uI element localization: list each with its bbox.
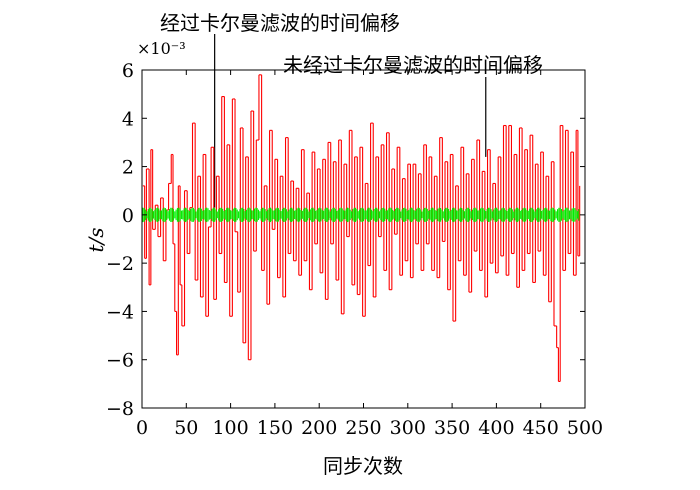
y-tick-label: −4 <box>106 301 134 323</box>
x-tick-label: 200 <box>301 417 337 439</box>
y-tick-label: 4 <box>122 108 134 130</box>
annotation-layer: 经过卡尔曼滤波的时间偏移 未经过卡尔曼滤波的时间偏移 <box>160 11 543 208</box>
x-tick-label: 350 <box>434 417 470 439</box>
x-axis-title: 同步次数 <box>323 454 403 478</box>
x-tick-label: 300 <box>390 417 426 439</box>
x-tick-label: 500 <box>567 417 603 439</box>
x-tick-label: 400 <box>478 417 514 439</box>
y-tick-label: 0 <box>122 205 134 227</box>
x-tick-label: 450 <box>523 417 559 439</box>
y-tick-label: 2 <box>122 157 134 179</box>
series-unfiltered <box>142 74 581 382</box>
y-axis: −8 −6 −4 −2 0 2 4 6 <box>106 60 585 420</box>
series-filtered <box>142 207 580 223</box>
y-exponent-label: ×10⁻³ <box>137 39 186 58</box>
x-axis: 0 50 100 150 200 250 300 350 400 450 500 <box>136 70 603 439</box>
x-tick-label: 0 <box>136 417 148 439</box>
y-axis-title: t/s <box>84 227 108 252</box>
y-tick-label: 6 <box>122 60 134 82</box>
y-tick-label: −6 <box>106 350 134 372</box>
y-tick-label: −8 <box>106 398 134 420</box>
y-tick-label: −2 <box>106 253 134 275</box>
annotation-unfiltered-label: 未经过卡尔曼滤波的时间偏移 <box>283 53 543 77</box>
x-tick-label: 100 <box>212 417 248 439</box>
x-tick-label: 250 <box>345 417 381 439</box>
x-tick-label: 50 <box>174 417 198 439</box>
annotation-filtered-label: 经过卡尔曼滤波的时间偏移 <box>160 11 400 35</box>
x-tick-label: 150 <box>257 417 293 439</box>
